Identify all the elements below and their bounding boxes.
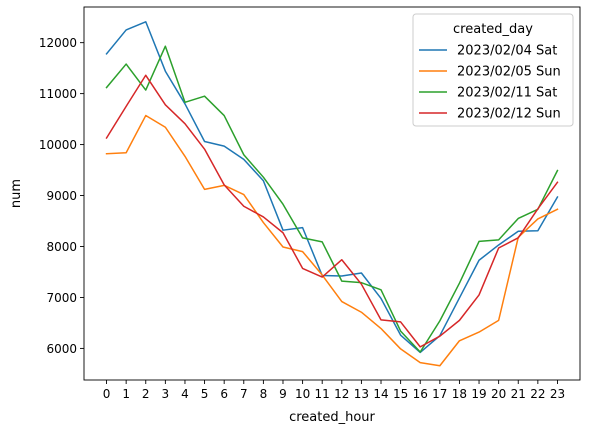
x-tick-label: 13 bbox=[354, 387, 369, 401]
y-tick-label: 8000 bbox=[46, 240, 77, 254]
plot-area bbox=[83, 6, 581, 381]
x-tick-label: 23 bbox=[550, 387, 565, 401]
series-lines bbox=[105, 21, 559, 367]
x-tick-label: 16 bbox=[413, 387, 428, 401]
x-axis-label: created_hour bbox=[289, 410, 375, 425]
x-tick-label: 10 bbox=[295, 387, 310, 401]
series-line-2 bbox=[105, 114, 559, 367]
legend-label: 2023/02/11 Sat bbox=[457, 86, 557, 101]
y-tick-label: 9000 bbox=[46, 189, 77, 203]
x-axis: 0 1 2 3 4 5 6 7 8 9 10 11 12 13 14 15 16 17 18 19 20 21 22 23 bbox=[103, 380, 565, 401]
x-tick-label: 6 bbox=[220, 387, 228, 401]
x-tick-label: 21 bbox=[511, 387, 526, 401]
legend: created_day 2023/02/04 Sat 2023/02/05 Sun… bbox=[412, 13, 574, 127]
y-tick-label: 12000 bbox=[39, 36, 77, 50]
y-tick-label: 10000 bbox=[39, 138, 77, 152]
x-tick-label: 9 bbox=[279, 387, 287, 401]
y-tick-label: 6000 bbox=[46, 342, 77, 356]
x-tick-label: 2 bbox=[142, 387, 150, 401]
legend-title: created_day bbox=[453, 22, 533, 37]
x-tick-label: 8 bbox=[260, 387, 268, 401]
x-tick-label: 5 bbox=[201, 387, 209, 401]
y-axis-label: num bbox=[9, 179, 24, 208]
x-tick-label: 7 bbox=[240, 387, 248, 401]
series-line-1 bbox=[105, 21, 559, 354]
x-tick-label: 11 bbox=[315, 387, 330, 401]
y-tick-label: 7000 bbox=[46, 291, 77, 305]
legend-label: 2023/02/12 Sun bbox=[457, 107, 561, 122]
legend-label: 2023/02/04 Sat bbox=[457, 44, 557, 59]
x-tick-label: 20 bbox=[491, 387, 506, 401]
x-tick-label: 1 bbox=[122, 387, 130, 401]
legend-frame bbox=[412, 13, 574, 127]
x-tick-label: 3 bbox=[162, 387, 170, 401]
x-tick-label: 0 bbox=[103, 387, 111, 401]
x-tick-label: 18 bbox=[452, 387, 467, 401]
x-tick-label: 19 bbox=[471, 387, 486, 401]
x-tick-label: 15 bbox=[393, 387, 408, 401]
x-tick-label: 17 bbox=[432, 387, 447, 401]
legend-label: 2023/02/05 Sun bbox=[457, 65, 561, 80]
plot-frame bbox=[83, 6, 581, 381]
x-tick-label: 22 bbox=[530, 387, 545, 401]
series-line-4 bbox=[105, 74, 559, 348]
y-tick-label: 11000 bbox=[39, 87, 77, 101]
y-axis: 6000 7000 8000 9000 10000 11000 12000 bbox=[39, 36, 84, 356]
x-tick-label: 14 bbox=[373, 387, 388, 401]
x-tick-label: 4 bbox=[181, 387, 189, 401]
x-tick-label: 12 bbox=[334, 387, 349, 401]
series-line-3 bbox=[105, 45, 559, 353]
